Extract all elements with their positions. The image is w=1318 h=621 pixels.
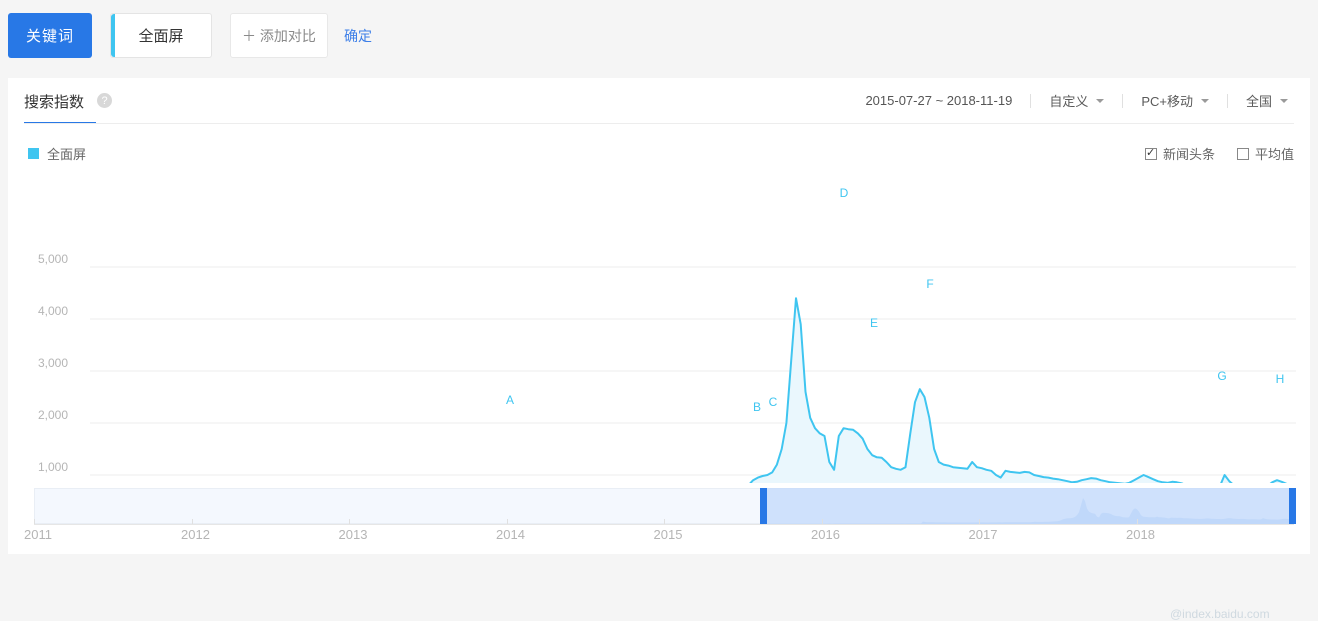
timeline-tick (664, 519, 665, 524)
dropdown-device[interactable]: PC+移动 (1141, 91, 1209, 110)
panel-filters: 2015-07-27 ~ 2018-11-19 自定义 PC+移动 全国 (865, 91, 1288, 110)
chart-area[interactable]: @index.baidu.com 1,000 2,000 3,000 4,000 5,0… (8, 173, 1310, 621)
chart-annotation-f[interactable]: F (926, 277, 934, 292)
dropdown-date-preset-label: 自定义 (1049, 94, 1089, 109)
checkbox-average[interactable]: 平均值 (1236, 144, 1294, 163)
term-accent-bar (111, 14, 115, 57)
legend-item-series[interactable]: 全面屏 (28, 144, 86, 163)
timeline-tick (979, 519, 980, 524)
top-toolbar: 关键词 全面屏 ＋ 添加对比 确定 (0, 0, 1318, 71)
tab-search-index[interactable]: 搜索指数 (24, 94, 85, 111)
chart-annotation-b[interactable]: B (752, 399, 761, 414)
chart-annotation-g[interactable]: G (1217, 369, 1227, 384)
panel-header: 搜索指数 ? 2015-07-27 ~ 2018-11-19 自定义 PC+移动… (8, 78, 1310, 124)
chevron-down-icon (1096, 98, 1105, 103)
timeline-tick (1136, 519, 1138, 524)
chart-annotation-d[interactable]: D (839, 186, 849, 201)
confirm-link[interactable]: 确定 (344, 28, 372, 44)
timeline-year-label: 2018 (1126, 527, 1155, 542)
timeline-axis (34, 524, 1294, 525)
dropdown-date-preset[interactable]: 自定义 (1049, 91, 1105, 110)
timeline-year-label: 2013 (338, 527, 368, 542)
chart-option-checkboxes: 新闻头条 平均值 (1123, 144, 1294, 163)
chart-annotation-c[interactable]: C (768, 395, 778, 410)
legend-series-label: 全面屏 (47, 147, 87, 162)
y-axis-label: 4,000 (37, 304, 68, 318)
range-timeline[interactable]: 2011 2012 2013 2014 2015 2016 2017 2018 (8, 483, 1310, 554)
timeline-year-label: 2012 (181, 527, 210, 542)
keyword-button[interactable]: 关键词 (8, 13, 92, 58)
divider (1122, 93, 1124, 108)
checkbox-news-headline-label: 新闻头条 (1162, 147, 1215, 162)
timeline-year-label: 2016 (811, 527, 840, 542)
search-term-card[interactable]: 全面屏 (110, 13, 212, 58)
timeline-tick (821, 519, 823, 524)
divider (1226, 93, 1228, 108)
checkbox-news-headline[interactable]: 新闻头条 (1144, 144, 1215, 163)
timeline-year-label: 2015 (653, 527, 683, 542)
divider (1030, 93, 1032, 108)
chevron-down-icon (1200, 98, 1209, 103)
chevron-down-icon (1280, 98, 1288, 103)
chart-annotation-h[interactable]: H (1275, 372, 1285, 387)
timeline-year-label: 2014 (496, 527, 525, 542)
dropdown-region-label: 全国 (1245, 94, 1272, 109)
checkbox-average-label: 平均值 (1254, 147, 1294, 162)
y-axis-label: 2,000 (37, 408, 68, 422)
dropdown-device-label: PC+移动 (1141, 94, 1193, 109)
add-compare-button[interactable]: ＋ 添加对比 (230, 13, 328, 58)
chart-annotation-e[interactable]: E (869, 316, 878, 331)
legend-row: 全面屏 新闻头条 平均值 (8, 140, 1310, 168)
term-card-label: 全面屏 (138, 28, 184, 45)
chart-area-fill (34, 298, 1296, 527)
checkbox-box (1144, 146, 1157, 160)
timeline-handle-right[interactable] (1289, 488, 1296, 524)
legend-color-swatch (28, 148, 39, 159)
dropdown-region[interactable]: 全国 (1246, 91, 1288, 110)
y-axis-label: 3,000 (37, 356, 68, 370)
help-icon[interactable]: ? (97, 93, 112, 108)
timeline-handle-left[interactable] (760, 488, 767, 524)
y-axis-label: 1,000 (37, 460, 68, 474)
y-axis-label: 5,000 (37, 252, 68, 266)
timeline-tick (34, 519, 35, 524)
chart-annotation-a[interactable]: A (505, 392, 514, 407)
timeline-year-label: 2017 (968, 527, 998, 542)
header-divider (24, 123, 1294, 124)
timeline-tick (506, 519, 508, 524)
date-range-label[interactable]: 2015-07-27 ~ 2018-11-19 (865, 93, 1013, 108)
timeline-year-label: 2011 (24, 527, 52, 542)
checkbox-box (1236, 147, 1249, 160)
watermark: @index.baidu.com (1170, 607, 1270, 621)
timeline-tick (349, 519, 350, 524)
timeline-selection[interactable] (763, 488, 1293, 524)
timeline-tick (191, 519, 193, 524)
search-index-panel: 搜索指数 ? 2015-07-27 ~ 2018-11-19 自定义 PC+移动… (8, 78, 1310, 621)
